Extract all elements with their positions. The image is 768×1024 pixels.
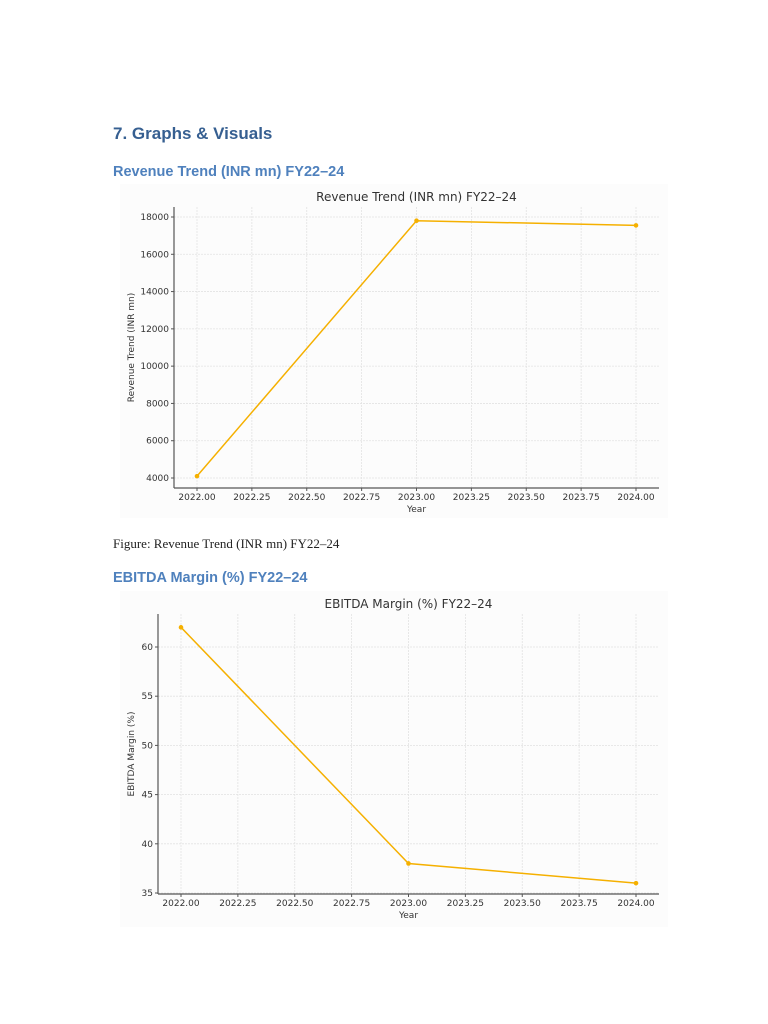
y-tick-label: 45 — [142, 791, 153, 801]
revenue-heading: Revenue Trend (INR mn) FY22–24 — [113, 164, 345, 180]
section-heading: 7. Graphs & Visuals — [113, 124, 273, 143]
revenue-caption: Figure: Revenue Trend (INR mn) FY22–24 — [113, 536, 340, 551]
x-tick-label: 2022.00 — [178, 493, 215, 503]
x-tick-label: 2022.25 — [233, 493, 270, 503]
x-axis-label: Year — [406, 505, 426, 515]
x-tick-label: 2023.00 — [390, 899, 427, 909]
revenue-chart: Revenue Trend (INR mn) FY22–24 2022.00 202… — [120, 184, 668, 518]
y-tick-label: 35 — [142, 889, 153, 899]
chart-title: Revenue Trend (INR mn) FY22–24 — [316, 190, 517, 204]
x-axis-label: Year — [398, 911, 418, 921]
data-point — [406, 861, 411, 866]
y-axis-label: EBITDA Margin (%) — [127, 712, 137, 797]
y-tick-label: 60 — [142, 643, 154, 653]
x-tick-label: 2024.00 — [617, 899, 654, 909]
revenue-chart-svg: Revenue Trend (INR mn) FY22–24 2022.00 202… — [127, 190, 659, 515]
x-tick-label: 2022.75 — [343, 493, 380, 503]
x-tick-label: 2023.25 — [453, 493, 490, 503]
x-tick-label: 2023.00 — [398, 493, 435, 503]
y-tick-label: 16000 — [140, 250, 169, 260]
x-tick-label: 2022.50 — [288, 493, 325, 503]
x-tick-label: 2023.75 — [561, 899, 598, 909]
y-tick-label: 8000 — [146, 399, 169, 409]
y-tick-label: 50 — [142, 741, 154, 751]
chart-title: EBITDA Margin (%) FY22–24 — [325, 597, 493, 611]
x-tick-label: 2024.00 — [617, 493, 654, 503]
data-point — [633, 880, 639, 886]
y-tick-label: 6000 — [146, 437, 169, 447]
y-tick-label: 4000 — [146, 474, 169, 484]
y-tick-label: 10000 — [140, 362, 169, 372]
ebitda-chart-svg: EBITDA Margin (%) FY22–24 2022.00 2022.25 2… — [127, 597, 659, 921]
data-point — [633, 223, 639, 228]
data-point — [194, 473, 200, 479]
y-tick-label: 18000 — [140, 213, 169, 223]
x-tick-label: 2023.50 — [504, 899, 541, 909]
x-tick-label: 2023.75 — [563, 493, 600, 503]
ebitda-heading: EBITDA Margin (%) FY22–24 — [113, 570, 308, 586]
x-tick-label: 2023.25 — [447, 899, 484, 909]
data-point — [178, 625, 184, 630]
x-tick-label: 2022.75 — [333, 899, 370, 909]
x-tick-label: 2022.50 — [276, 899, 313, 909]
y-tick-label: 40 — [142, 840, 154, 850]
y-tick-label: 12000 — [140, 325, 169, 335]
x-tick-label: 2022.25 — [219, 899, 256, 909]
y-tick-label: 14000 — [140, 288, 169, 298]
data-point — [414, 218, 419, 224]
y-axis-label: Revenue Trend (INR mn) — [127, 293, 137, 403]
ebitda-chart: EBITDA Margin (%) FY22–24 2022.00 2022.25 2… — [120, 591, 668, 927]
y-tick-label: 55 — [142, 692, 153, 702]
x-tick-label: 2023.50 — [508, 493, 545, 503]
x-tick-label: 2022.00 — [162, 899, 199, 909]
